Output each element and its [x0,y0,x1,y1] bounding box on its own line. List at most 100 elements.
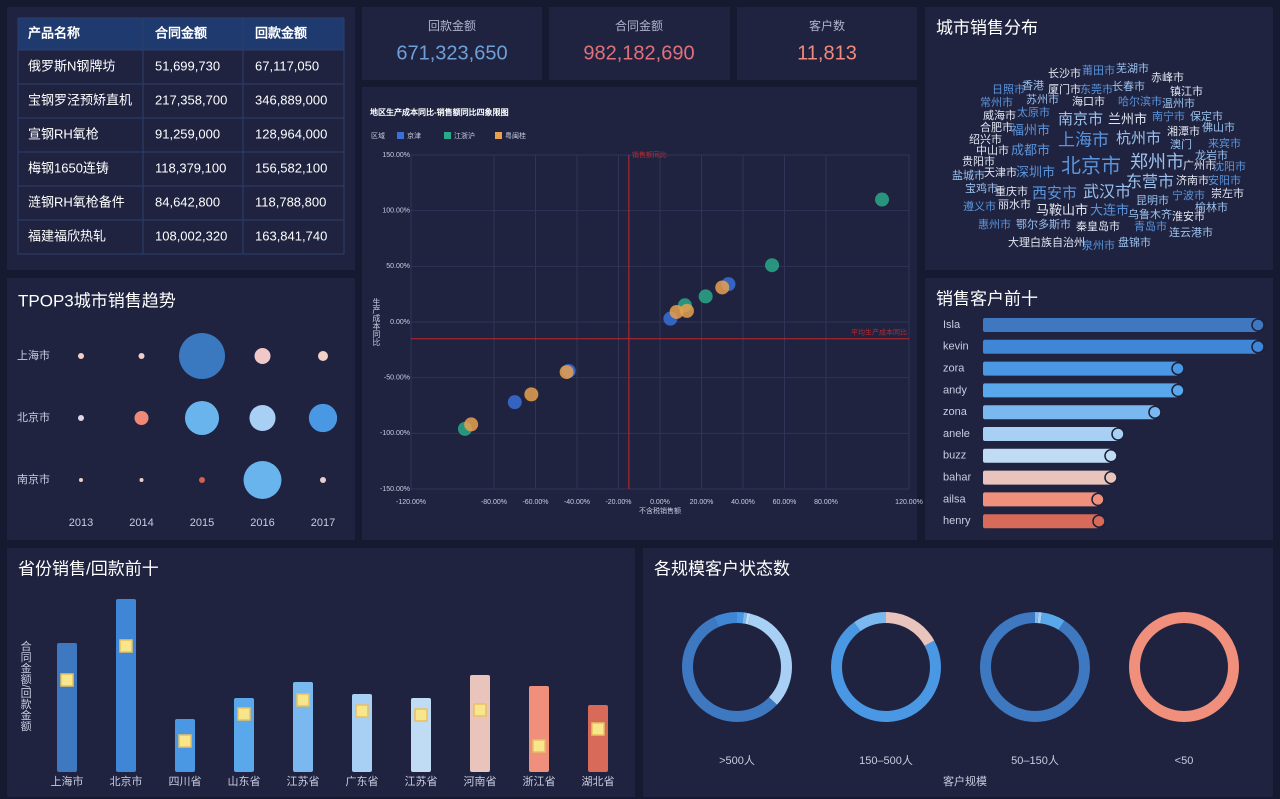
word: 威海市 [983,108,1016,122]
scatter-point [715,280,730,295]
chart-title: 省份销售/回款前十 [18,559,159,578]
kpi-label: 合同金额 [615,18,663,33]
word: 苏州市 [1026,92,1059,106]
bar-end [1171,361,1185,376]
word: 成都市 [1011,142,1050,157]
word: 惠州市 [978,217,1011,231]
word: 南京市 [1058,111,1103,128]
x-tick-label: -120.00% [396,499,426,506]
word: 贵阳市 [962,154,995,168]
word: 马鞍山市 [1036,202,1088,217]
bar [529,686,549,772]
word: 东营市 [1126,173,1174,191]
marker [414,708,428,722]
bar-end [1104,449,1118,463]
table-cell: 346,889,000 [255,92,327,107]
word: 崇左市 [1211,186,1244,200]
bubble [184,400,220,436]
bubble [139,478,144,482]
y-tick-label: 0.00% [390,319,410,326]
x-tick-label: 江苏省 [287,775,320,788]
donut-segment [831,612,941,722]
reference-label: 销售额同比 [632,150,667,159]
table-cell: 84,642,800 [155,194,220,209]
word: 湘潭市 [1167,124,1200,138]
marker [532,739,546,753]
bubble [199,477,205,483]
bar [983,492,1098,507]
bar [983,514,1099,529]
bubble [254,348,271,364]
word: 鄂尔多斯市 [1016,217,1071,231]
kpi-panel [737,7,917,80]
bubble [138,353,145,359]
y-tick-label: -150.00% [380,486,410,493]
word: 中山市 [976,143,1009,157]
word: 宁波市 [1172,188,1205,202]
bar-end [1171,383,1185,398]
bar [983,470,1111,485]
x-tick-label: 2016 [250,517,274,529]
y-axis-label: 生产成本同比 [372,297,381,347]
table-header: 回款金额 [255,25,307,40]
category-label: Isla [943,319,961,331]
scatter-point [464,417,479,432]
x-tick-label: 40.00% [731,499,755,506]
word: 长春市 [1112,79,1145,93]
x-tick-label: 湖北省 [582,775,615,788]
word: 兰州市 [1108,111,1147,126]
donut-segment [682,612,792,722]
scatter-point [507,395,522,410]
bar-end [1104,470,1118,485]
marker [178,734,192,748]
word: 温州市 [1162,96,1195,110]
table-panel [7,7,355,270]
bar-end [1251,318,1265,332]
bubble [134,411,149,425]
bar [588,705,608,772]
word: 常州市 [980,95,1013,109]
bar [983,427,1118,441]
table-cell: 163,841,740 [255,228,327,243]
bar-end [1091,492,1105,507]
x-tick-label: 60.00% [773,499,797,506]
marker [237,707,251,721]
bar [116,599,136,772]
word: 芜湖市 [1116,61,1149,75]
scatter-point [559,365,574,380]
y-tick-label: 50.00% [386,263,410,270]
word: 上海市 [1058,130,1109,149]
x-tick-label: 江苏省 [405,775,438,788]
word: 丽水市 [998,197,1031,211]
legend-label: 粤闽桂 [505,131,526,140]
y-tick-label: 100.00% [382,208,410,215]
x-tick-label: 150–500人 [859,754,913,767]
x-tick-label: 浙江省 [523,775,556,788]
word: 武汉市 [1083,183,1131,201]
reference-label: 平均生产成本同比 [851,328,907,337]
y-tick-label: -100.00% [380,430,410,437]
marker [591,722,605,736]
legend-label: 江浙沪 [454,131,475,140]
word: 淮安市 [1172,209,1205,223]
x-tick-label: 山东省 [228,775,261,788]
marker [119,639,133,653]
table-cell: 91,259,000 [155,126,220,141]
table-cell: 俄罗斯N钢牌坊 [28,58,115,73]
category-label: zora [943,363,965,375]
x-axis-label: 客户规模 [943,774,987,788]
bar-end [1251,340,1265,354]
table-header: 合同金额 [155,25,207,40]
x-tick-label: 北京市 [110,774,143,788]
x-tick-label: 20.00% [690,499,714,506]
bar [57,643,77,772]
table-cell: 128,964,000 [255,126,327,141]
legend-swatch [444,132,451,139]
x-tick-label: 广东省 [346,775,379,788]
kpi-value: 671,323,650 [396,42,507,64]
word: 深圳市 [1016,164,1055,179]
legend-swatch [397,132,404,139]
bar [983,361,1178,376]
bubble [249,404,276,432]
